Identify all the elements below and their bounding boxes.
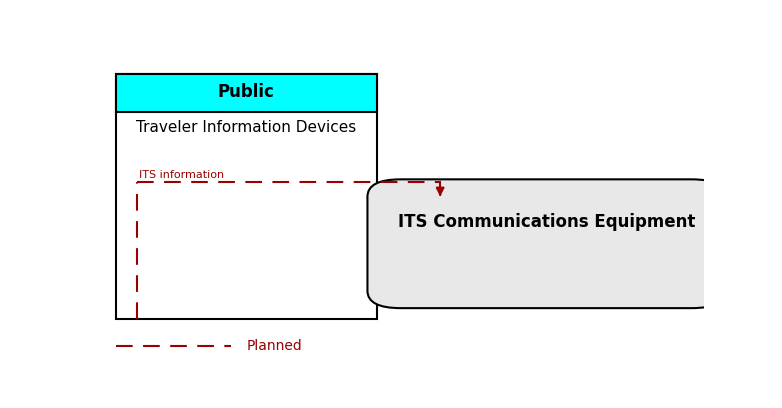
Text: Planned: Planned [246,339,302,353]
Text: Traveler Information Devices: Traveler Information Devices [136,120,357,135]
FancyBboxPatch shape [116,74,377,319]
Text: Public: Public [218,83,274,101]
FancyBboxPatch shape [116,74,377,112]
FancyBboxPatch shape [368,180,725,308]
Text: ITS Communications Equipment: ITS Communications Equipment [397,213,695,231]
Text: ITS information: ITS information [139,170,224,180]
